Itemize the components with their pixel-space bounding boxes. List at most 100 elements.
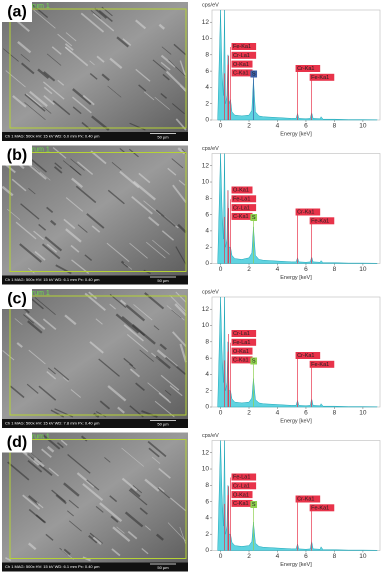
x-tick-label: 4 xyxy=(276,123,280,130)
sem-texture xyxy=(25,93,42,108)
sem-texture xyxy=(141,548,149,555)
sem-texture xyxy=(135,68,151,82)
sem-texture xyxy=(148,216,160,227)
sem-texture xyxy=(57,33,73,47)
sem-texture xyxy=(175,246,187,265)
y-tick-label: 10 xyxy=(202,466,210,473)
sem-texture xyxy=(46,206,54,214)
y-tick-label: 8 xyxy=(205,482,209,489)
sem-texture xyxy=(107,189,125,205)
sem-texture xyxy=(43,106,52,114)
sem-texture xyxy=(68,499,79,509)
peak-label-box xyxy=(231,330,257,337)
sem-texture xyxy=(164,389,172,396)
sem-texture xyxy=(21,62,35,75)
panel-label-box xyxy=(2,2,32,22)
panel-label: (b) xyxy=(7,147,27,164)
spectrum-area xyxy=(217,9,378,121)
sem-texture xyxy=(46,445,55,453)
sem-texture xyxy=(63,482,80,497)
sem-texture xyxy=(174,303,187,317)
sem-texture xyxy=(179,526,187,545)
sem-texture xyxy=(25,312,46,330)
sem-texture xyxy=(123,262,133,270)
sem-texture xyxy=(172,184,187,203)
sem-texture xyxy=(159,343,167,351)
sem-texture xyxy=(12,95,27,108)
sem-texture xyxy=(46,53,62,66)
sem-texture xyxy=(175,291,187,303)
y-tick-label: 12 xyxy=(202,19,210,26)
sem-texture xyxy=(52,100,71,116)
peak-label-box xyxy=(231,69,253,77)
peak-label: Fe-La1 xyxy=(233,475,250,481)
sem-texture xyxy=(90,10,101,19)
sem-texture xyxy=(53,367,70,381)
sem-texture xyxy=(82,94,95,106)
sem-texture xyxy=(144,478,160,492)
panel-label: (c) xyxy=(7,291,27,308)
spectrum-area xyxy=(217,153,378,264)
footer-text: Ch 1 MAG: 500x HV: 15 kV WD: 6.1 mm Px: … xyxy=(5,277,100,282)
sem-texture xyxy=(29,90,48,107)
peak-label: O-Ka1 xyxy=(233,62,249,68)
y-tick-label: 2 xyxy=(205,531,209,538)
sem-texture xyxy=(179,85,187,93)
sem-texture xyxy=(38,385,57,401)
sem-texture xyxy=(28,542,37,551)
sem-texture xyxy=(37,68,50,80)
sem-texture xyxy=(92,13,115,32)
sem-texture xyxy=(129,122,146,131)
sem-texture xyxy=(86,213,105,229)
sem-texture xyxy=(99,400,111,410)
sem-texture xyxy=(27,267,35,274)
sem-texture xyxy=(30,163,51,181)
spectrum-frame xyxy=(9,439,187,559)
y-tick-label: 4 xyxy=(205,84,209,91)
sem-texture xyxy=(7,461,30,481)
sem-texture xyxy=(17,40,32,54)
sem-texture xyxy=(155,209,176,227)
sem-texture xyxy=(155,533,164,541)
sem-texture xyxy=(5,557,12,562)
sem-texture xyxy=(76,161,94,175)
peak-label: C-Ka1 xyxy=(233,501,249,507)
sem-texture xyxy=(127,530,138,540)
x-axis-label: Energy [keV] xyxy=(280,275,312,281)
spectrum-frame xyxy=(9,8,187,129)
footer-bar xyxy=(2,275,188,285)
y-tick-label: 8 xyxy=(205,195,209,202)
x-tick-label: 0 xyxy=(219,123,223,130)
sem-texture xyxy=(111,161,122,171)
y-tick-label: 2 xyxy=(205,244,209,251)
sem-texture xyxy=(117,406,125,414)
sem-texture xyxy=(120,260,129,268)
sem-texture xyxy=(161,230,175,241)
peak-label-box xyxy=(295,495,321,503)
y-tick-label: 2 xyxy=(205,100,209,107)
sem-texture xyxy=(109,294,127,309)
scale-text: 50 µm xyxy=(157,565,169,570)
panel-label-box xyxy=(2,289,32,309)
sem-texture xyxy=(107,85,122,98)
spectrum-frame xyxy=(9,295,187,416)
footer-text: Ch 1 MAG: 500x HV: 15 kV WD: 7.8 mm Px: … xyxy=(5,421,100,426)
sem-texture xyxy=(53,166,63,174)
sem-texture xyxy=(72,106,82,115)
sem-texture xyxy=(145,525,151,531)
sem-texture xyxy=(50,219,57,226)
sem-texture xyxy=(158,23,165,30)
sem-texture xyxy=(47,367,56,375)
sem-texture xyxy=(160,54,176,68)
sem-texture xyxy=(67,510,74,517)
sem-texture xyxy=(61,549,74,560)
sem-texture xyxy=(72,88,92,106)
y-tick-label: 12 xyxy=(202,449,210,456)
sem-texture xyxy=(98,358,120,377)
sem-texture xyxy=(22,494,41,510)
sem-texture xyxy=(88,291,98,300)
peak-label: C-Ka1 xyxy=(233,214,249,220)
y-tick-label: 4 xyxy=(205,371,209,378)
sem-texture xyxy=(20,203,40,220)
y-axis-label: cps/eV xyxy=(202,2,219,8)
